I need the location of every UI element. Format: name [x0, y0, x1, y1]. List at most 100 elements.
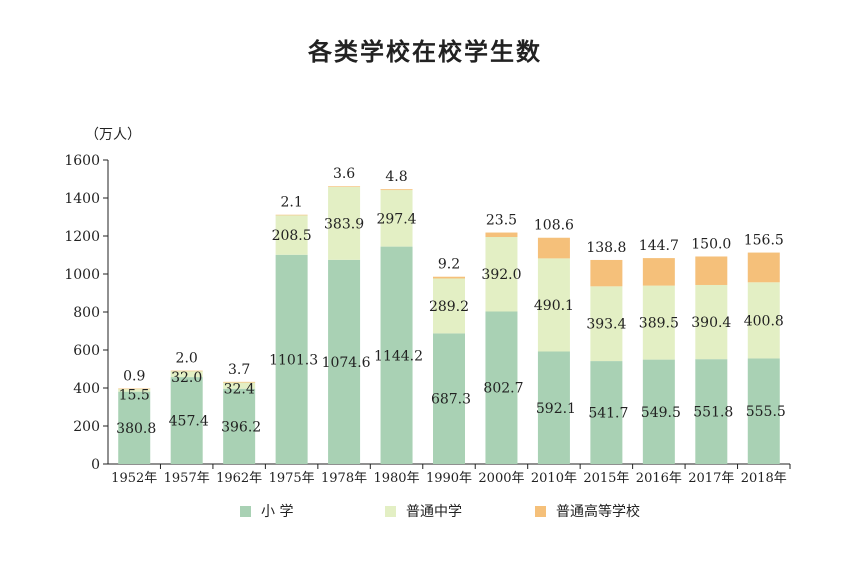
x-tick-label: 1980年	[373, 471, 419, 486]
bar-segment-primary	[328, 259, 361, 464]
bar-segment-secondary	[642, 285, 675, 360]
data-label-secondary: 389.5	[639, 316, 679, 332]
data-label-primary: 592.1	[536, 401, 576, 417]
bar-segment-primary	[695, 359, 728, 464]
bar-segment-primary	[537, 351, 570, 464]
data-label-secondary: 297.4	[376, 211, 416, 227]
data-label-primary: 1074.6	[322, 355, 371, 371]
bar-segment-higher-ed	[328, 186, 361, 187]
bar-segment-secondary	[380, 190, 413, 247]
data-label-primary: 1101.3	[269, 352, 318, 368]
data-label-secondary: 392.0	[481, 267, 521, 283]
legend-swatch-secondary	[385, 505, 396, 517]
legend-swatch-higher-ed	[535, 505, 546, 517]
data-label-secondary: 490.1	[534, 298, 574, 314]
data-label-higher-ed: 150.0	[691, 236, 731, 252]
legend-swatch-primary	[240, 505, 251, 517]
y-tick-label: 200	[73, 419, 100, 435]
legend-item-secondary: 普通中学	[385, 501, 462, 521]
data-label-higher-ed: 108.6	[534, 218, 574, 234]
bar-segment-higher-ed	[642, 258, 675, 286]
bar-segment-secondary	[747, 282, 780, 359]
x-tick-label: 2016年	[636, 471, 682, 486]
data-label-primary: 802.7	[483, 381, 523, 397]
y-tick-label: 400	[73, 381, 100, 397]
data-label-secondary: 289.2	[429, 299, 469, 315]
bar-segment-secondary	[328, 186, 361, 260]
data-label-higher-ed: 2.0	[176, 351, 198, 367]
data-label-secondary: 400.8	[744, 313, 784, 329]
bar-segment-secondary	[118, 388, 151, 392]
data-label-secondary: 390.4	[691, 315, 731, 331]
legend-item-primary: 小 学	[240, 501, 293, 521]
x-tick-label: 1975年	[269, 471, 315, 486]
y-tick-label: 1600	[64, 153, 100, 169]
bar-segment-higher-ed	[170, 370, 203, 372]
legend-label-primary: 小 学	[261, 504, 294, 520]
x-tick-label: 2015年	[583, 471, 629, 486]
bar-segment-higher-ed	[275, 214, 308, 216]
bar-segment-secondary	[170, 371, 203, 378]
data-label-higher-ed: 2.1	[280, 195, 302, 211]
data-label-secondary: 15.5	[119, 388, 150, 404]
data-label-secondary: 32.0	[171, 370, 202, 386]
data-label-higher-ed: 3.7	[228, 362, 250, 378]
data-label-higher-ed: 23.5	[486, 213, 517, 229]
y-tick-label: 1400	[64, 191, 100, 207]
data-label-secondary: 208.5	[272, 228, 312, 244]
data-label-secondary: 32.4	[224, 382, 255, 398]
y-tick-label: 600	[73, 343, 100, 359]
x-tick-label: 1957年	[164, 471, 210, 486]
y-tick-label: 0	[91, 457, 100, 473]
x-tick-label: 1952年	[111, 471, 157, 486]
x-tick-label: 2010年	[531, 471, 577, 486]
bar-segment-primary	[380, 246, 413, 464]
data-label-primary: 687.3	[431, 392, 471, 408]
bar-segment-higher-ed	[380, 189, 413, 191]
bar-segment-higher-ed	[433, 276, 465, 279]
x-tick-label: 2000年	[478, 471, 524, 486]
data-label-higher-ed: 3.6	[333, 166, 355, 182]
y-tick-label: 800	[73, 305, 100, 321]
bar-segment-secondary	[485, 237, 518, 312]
data-label-primary: 380.8	[116, 421, 156, 437]
chart-title: 各类学校在校学生数	[308, 38, 542, 66]
bar-segment-higher-ed	[118, 388, 151, 390]
bar-segment-secondary	[275, 215, 308, 255]
x-tick-label: 1962年	[216, 471, 262, 486]
data-label-higher-ed: 0.9	[123, 369, 145, 385]
x-tick-label: 1990年	[426, 471, 472, 486]
bar-segment-higher-ed	[223, 381, 256, 383]
data-label-secondary: 393.4	[586, 317, 626, 333]
data-label-primary: 551.8	[693, 405, 733, 421]
bar-segment-primary	[170, 377, 203, 464]
bar-segment-primary	[485, 311, 518, 464]
bar-segment-primary	[223, 388, 256, 464]
bar-segment-higher-ed	[537, 237, 570, 259]
bar-segment-higher-ed	[485, 232, 518, 238]
bar-segment-higher-ed	[747, 252, 780, 283]
legend: 小 学 普通中学 普通高等学校	[0, 501, 850, 523]
data-label-primary: 549.5	[641, 405, 681, 421]
x-tick-label: 1978年	[321, 471, 367, 486]
bar-segment-secondary	[433, 278, 465, 334]
legend-item-higher-ed: 普通高等学校	[535, 501, 640, 521]
legend-label-secondary: 普通中学	[406, 504, 462, 520]
bar-segment-higher-ed	[590, 259, 623, 287]
data-label-primary: 541.7	[588, 406, 628, 422]
bar-segment-secondary	[223, 382, 256, 389]
y-axis-unit-label: （万人）	[85, 127, 141, 143]
data-label-higher-ed: 138.8	[586, 240, 626, 256]
bar-segment-primary	[747, 358, 780, 464]
bar-segment-primary	[642, 359, 675, 464]
bar-segment-primary	[118, 391, 151, 464]
y-tick-label: 1200	[64, 229, 100, 245]
bar-segment-higher-ed	[695, 256, 728, 285]
data-label-primary: 1144.2	[374, 348, 423, 364]
bar-segment-primary	[275, 254, 308, 464]
bar-segment-primary	[590, 361, 623, 464]
bar-segment-secondary	[537, 258, 570, 352]
data-label-higher-ed: 4.8	[385, 169, 407, 185]
data-label-higher-ed: 156.5	[744, 233, 784, 249]
